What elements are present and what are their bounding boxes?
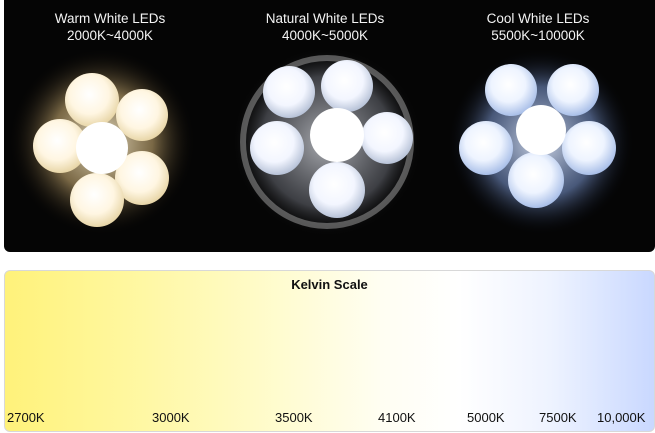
- warm-led-cluster: [4, 50, 202, 240]
- tick-3000k: 3000K: [152, 410, 190, 425]
- cool-white-title: Cool White LEDs 5500K~10000K: [438, 10, 638, 44]
- tick-4100k: 4100K: [378, 410, 416, 425]
- led-photo-panel: Warm White LEDs 2000K~4000K Natural Whit…: [4, 0, 655, 252]
- kelvin-scale-panel: Kelvin Scale 2700K 3000K 3500K 4100K 500…: [4, 270, 655, 432]
- tick-3500k: 3500K: [275, 410, 313, 425]
- warm-white-range: 2000K~4000K: [67, 28, 153, 43]
- warm-white-title: Warm White LEDs 2000K~4000K: [10, 10, 210, 44]
- natural-led-cluster: [227, 50, 427, 240]
- warm-white-label: Warm White LEDs: [54, 11, 166, 26]
- natural-white-title: Natural White LEDs 4000K~5000K: [225, 10, 425, 44]
- natural-white-label: Natural White LEDs: [265, 11, 385, 26]
- kelvin-scale-title: Kelvin Scale: [291, 277, 368, 292]
- tick-7500k: 7500K: [539, 410, 577, 425]
- tick-5000k: 5000K: [467, 410, 505, 425]
- natural-white-range: 4000K~5000K: [282, 28, 368, 43]
- cool-led-cluster: [441, 50, 641, 240]
- cool-white-range: 5500K~10000K: [491, 28, 585, 43]
- cool-white-label: Cool White LEDs: [486, 11, 590, 26]
- tick-2700k: 2700K: [7, 410, 45, 425]
- tick-10000k: 10,000K: [597, 410, 646, 425]
